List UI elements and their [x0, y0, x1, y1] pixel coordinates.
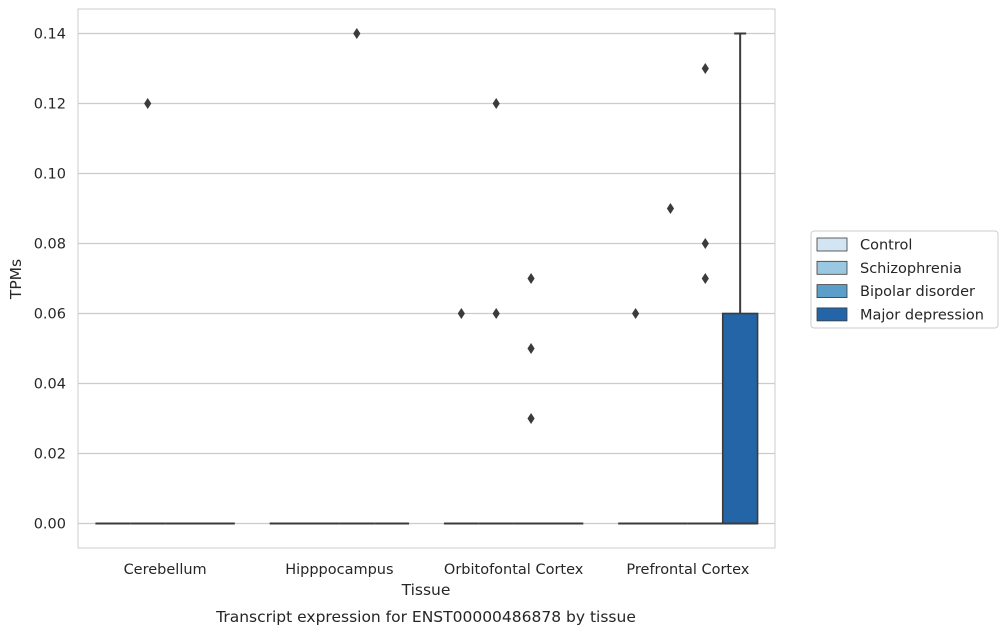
outlier-point	[144, 98, 152, 109]
outlier-point	[701, 238, 709, 249]
outlier-point	[632, 308, 640, 319]
outlier-point	[666, 203, 675, 214]
box-group	[478, 98, 514, 525]
outlier-point	[527, 343, 535, 354]
box-group	[687, 63, 723, 525]
box-group	[513, 273, 549, 525]
y-axis-title: TPMs	[7, 259, 25, 300]
outlier-point	[701, 63, 709, 74]
legend-label: Schizophrenia	[860, 261, 962, 277]
legend-swatch	[816, 307, 848, 322]
outlier-point	[527, 273, 535, 284]
x-tick-label: Orbitofontal Cortex	[444, 562, 584, 578]
box-body	[721, 312, 759, 525]
y-tick-label: 0.12	[34, 97, 66, 113]
legend-swatch	[816, 260, 848, 275]
outlier-point	[701, 273, 709, 284]
y-axis-ticks: 0.00 0.02 0.04 0.06 0.08 0.10 0.12 0.14	[34, 27, 66, 533]
x-tick-label: Cerebellum	[124, 562, 207, 578]
box-group	[618, 308, 654, 525]
y-tick-label: 0.04	[34, 377, 66, 393]
x-axis-title: Tissue	[401, 581, 451, 599]
y-tick-label: 0.00	[34, 517, 66, 533]
box-group	[721, 32, 759, 525]
y-tick-label: 0.06	[34, 307, 66, 323]
x-axis-ticks: Cerebellum Hipppocampus Orbitofontal Corte…	[124, 562, 750, 578]
legend-swatch	[816, 237, 848, 252]
box-marks	[95, 28, 759, 525]
y-tick-label: 0.08	[34, 237, 66, 253]
outlier-point	[527, 413, 535, 424]
gridlines	[78, 32, 775, 525]
plot-area-frame	[77, 8, 776, 549]
outlier-point	[457, 308, 465, 319]
legend-swatch	[816, 284, 848, 299]
y-tick-label: 0.02	[34, 447, 66, 463]
legend: Control Schizophrenia Bipolar disorder Majo…	[810, 230, 999, 329]
box-group	[130, 98, 166, 525]
outlier-point	[492, 98, 500, 109]
outlier-point	[492, 308, 500, 319]
box-group	[653, 203, 688, 525]
legend-label: Bipolar disorder	[860, 284, 975, 300]
chart-caption: Transcript expression for ENST0000048687…	[215, 608, 636, 626]
y-tick-label: 0.14	[34, 27, 66, 43]
legend-frame	[810, 230, 999, 329]
outlier-point	[353, 28, 361, 39]
x-tick-label: Hipppocampus	[285, 562, 393, 578]
legend-label: Major depression	[860, 307, 984, 323]
box-group	[339, 28, 375, 525]
x-tick-label: Prefrontal Cortex	[626, 562, 749, 578]
box-group	[443, 308, 479, 525]
y-tick-label: 0.10	[34, 167, 66, 183]
legend-label: Control	[860, 238, 912, 254]
